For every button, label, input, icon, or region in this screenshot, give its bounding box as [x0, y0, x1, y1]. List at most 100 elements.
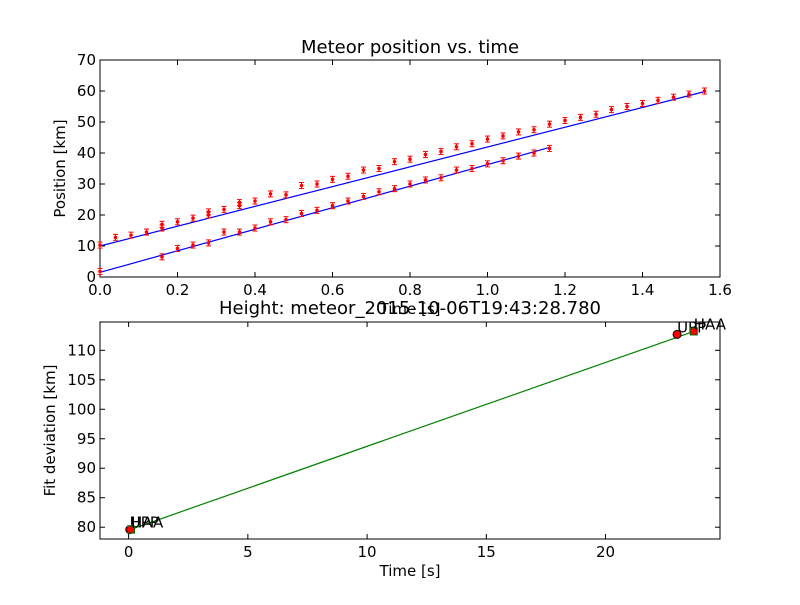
data-point [129, 233, 133, 237]
data-point [392, 186, 397, 191]
data-point [640, 101, 645, 106]
data-point [454, 145, 459, 149]
position-chart-xtick-label: 0.2 [166, 281, 190, 299]
height-chart-xtick-label: 5 [243, 543, 253, 561]
data-point [160, 255, 164, 259]
data-point [594, 112, 598, 117]
position-chart-data [97, 87, 707, 275]
height-chart-xtick-label: 15 [477, 543, 496, 561]
data-point [423, 178, 428, 182]
data-point [222, 230, 226, 234]
data-point [439, 149, 443, 154]
data-point [578, 115, 583, 120]
position-chart-ytick-label: 20 [77, 206, 96, 224]
data-point [516, 154, 521, 158]
data-point [284, 217, 288, 222]
data-point [361, 168, 366, 172]
height-chart-ytick-label: 95 [77, 430, 96, 448]
height-chart-xtick-label: 0 [124, 543, 134, 561]
station-marker-square [127, 525, 135, 534]
data-point [237, 230, 242, 234]
position-chart-xtick-label: 0.8 [398, 281, 422, 299]
height-chart-ytick-label: 80 [77, 518, 96, 536]
data-point [98, 243, 102, 247]
data-point [702, 89, 707, 93]
station-marker-circle [672, 329, 682, 339]
data-point [299, 211, 304, 216]
data-point [516, 130, 521, 134]
position-chart-ylabel: Position [km] [51, 119, 69, 217]
station-label: HAA [131, 514, 164, 532]
height-chart-ticks: 0 5 10 15 20 80 85 90 95 100 105 110 [67, 322, 720, 561]
data-point [532, 127, 536, 132]
data-point [315, 182, 319, 186]
data-point [408, 182, 412, 186]
position-chart-ytick-label: 70 [77, 51, 96, 69]
height-chart-ytick-label: 85 [77, 489, 96, 507]
data-point [98, 269, 102, 274]
position-chart-ytick-label: 0 [86, 268, 96, 286]
position-chart-ytick-label: 50 [77, 113, 96, 131]
height-chart-xlabel: Time [s] [379, 562, 441, 580]
height-chart: Height: meteor_2015-10-06T19:43:28.780 0… [41, 298, 727, 580]
data-point [253, 199, 257, 203]
data-point [423, 152, 428, 157]
position-chart-xtick-label: 1.6 [708, 281, 732, 299]
station-label: UPP [677, 318, 706, 336]
data-point [687, 92, 691, 96]
station-marker-square [689, 327, 698, 336]
position-chart-xlabel: Time [s] [379, 300, 441, 318]
data-point [330, 177, 335, 182]
position-chart-xtick-label: 1.4 [631, 281, 655, 299]
data-point [501, 134, 505, 138]
data-point [206, 241, 211, 245]
data-point [346, 174, 350, 179]
height-chart-ytick-label: 110 [67, 341, 96, 359]
position-chart-xtick-label: 0.0 [88, 281, 112, 299]
data-point [206, 210, 211, 214]
data-point [485, 162, 490, 166]
data-point [656, 98, 660, 103]
data-point [284, 193, 288, 197]
data-point [454, 168, 459, 172]
data-point [532, 151, 536, 155]
data-point [253, 226, 257, 230]
data-point [563, 118, 567, 123]
data-point [346, 199, 350, 203]
height-chart-xtick-label: 20 [596, 543, 615, 561]
data-point [299, 183, 304, 188]
position-chart-xtick-label: 0.4 [243, 281, 267, 299]
position-chart-ytick-label: 30 [77, 175, 96, 193]
data-point [268, 220, 273, 224]
position-chart: Meteor position vs. time 0.0 0.2 0.4 0.6 0.8… [51, 37, 732, 318]
data-point [175, 220, 180, 224]
position-chart-ytick-label: 10 [77, 237, 96, 255]
height-chart-title: Height: meteor_2015-10-06T19:43:28.780 [219, 298, 601, 319]
data-point [377, 189, 381, 194]
data-point [330, 203, 335, 208]
height-chart-xtick-label: 10 [358, 543, 377, 561]
data-point [470, 141, 474, 146]
data-point [237, 200, 242, 205]
data-point [268, 192, 273, 196]
height-chart-ytick-label: 105 [67, 371, 96, 389]
position-chart-title: Meteor position vs. time [301, 37, 519, 58]
data-point [175, 246, 180, 251]
height-chart-ylabel: Fit deviation [km] [41, 365, 59, 497]
data-point [361, 194, 366, 199]
data-point [547, 122, 552, 126]
data-point [144, 230, 149, 234]
fit-line-1 [99, 91, 705, 247]
height-chart-frame [99, 321, 721, 540]
position-chart-ytick-label: 60 [77, 82, 96, 100]
data-point [392, 159, 397, 164]
position-chart-xtick-label: 0.6 [321, 281, 345, 299]
position-chart-xtick-label: 1.2 [553, 281, 577, 299]
data-point [377, 166, 381, 171]
height-chart-ytick-label: 90 [77, 459, 96, 477]
data-point [315, 208, 319, 213]
data-point [485, 137, 490, 141]
data-point [160, 222, 164, 227]
